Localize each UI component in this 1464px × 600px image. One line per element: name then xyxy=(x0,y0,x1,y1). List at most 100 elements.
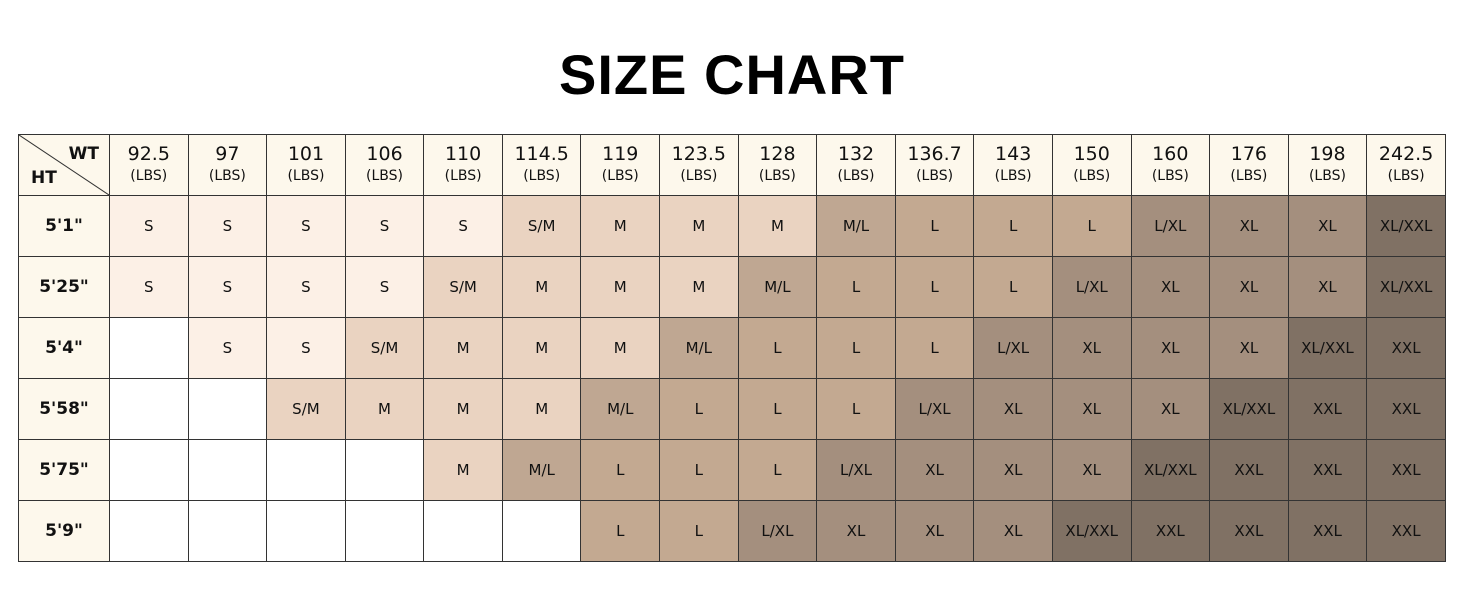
table-row: 5'4" S S S/M M M M M/L L L L L/XL XL XL XL XL/XXL XXL xyxy=(18,317,1446,379)
size-cell: XXL xyxy=(1366,500,1446,562)
size-cell: XL/XXL xyxy=(1209,378,1289,440)
size-cell: XXL xyxy=(1287,439,1368,501)
size-cell: XL xyxy=(1130,256,1211,318)
weight-unit: (LBS) xyxy=(837,168,875,184)
size-cell: S/M xyxy=(501,195,582,257)
size-cell: M/L xyxy=(659,317,739,379)
size-cell xyxy=(266,500,346,562)
size-cell: XL xyxy=(1287,256,1368,318)
size-cell: S xyxy=(266,317,346,379)
size-cell: S xyxy=(266,195,346,257)
size-cell: XL xyxy=(1209,317,1289,379)
weight-unit: (LBS) xyxy=(523,168,561,184)
size-cell: L xyxy=(973,195,1053,257)
weight-unit: (LBS) xyxy=(1230,168,1268,184)
size-cell: M xyxy=(659,195,739,257)
size-cell: S xyxy=(344,256,425,318)
weight-header: 97 (LBS) xyxy=(187,134,268,196)
weight-value: 110 xyxy=(444,143,482,165)
weight-header: 160 (LBS) xyxy=(1130,134,1211,196)
weight-unit: (LBS) xyxy=(1387,168,1425,184)
page-title: SIZE CHART xyxy=(559,43,905,106)
size-cell xyxy=(423,500,503,562)
size-chart-table: WT HT 92.5 (LBS) 97 (LBS) 101 (LBS) 106 (LBS) 11… xyxy=(18,134,1446,562)
size-cell: S/M xyxy=(423,256,503,318)
size-cell xyxy=(501,500,582,562)
height-label: HT xyxy=(31,168,57,188)
weight-unit: (LBS) xyxy=(287,168,325,184)
weight-value: 132 xyxy=(837,143,875,165)
weight-header: 242.5 (LBS) xyxy=(1366,134,1446,196)
weight-header: 198 (LBS) xyxy=(1287,134,1368,196)
size-cell: L xyxy=(816,256,896,318)
weight-value: 160 xyxy=(1152,143,1189,165)
weight-value: 106 xyxy=(366,143,403,165)
size-cell: XL/XXL xyxy=(1130,439,1211,501)
weight-header: 143 (LBS) xyxy=(973,134,1053,196)
size-cell: M xyxy=(423,317,503,379)
size-cell: L xyxy=(659,500,739,562)
size-cell xyxy=(187,439,268,501)
weight-unit: (LBS) xyxy=(758,168,796,184)
weight-value: 114.5 xyxy=(514,143,569,165)
height-cell: 5'25" xyxy=(18,256,110,318)
size-cell: M/L xyxy=(816,195,896,257)
size-cell: L xyxy=(816,378,896,440)
height-cell: 5'9" xyxy=(18,500,110,562)
size-cell xyxy=(109,317,189,379)
size-cell: XL xyxy=(973,439,1053,501)
size-cell: L xyxy=(894,256,975,318)
size-cell: M xyxy=(580,195,661,257)
weight-header: 101 (LBS) xyxy=(266,134,346,196)
table-row: 5'75" M M/L L L L L/XL XL XL XL XL/XXL XXL XXL XXL xyxy=(18,439,1446,501)
size-cell xyxy=(187,378,268,440)
size-cell: XXL xyxy=(1287,500,1368,562)
size-cell: XL xyxy=(894,500,975,562)
size-cell: S/M xyxy=(344,317,425,379)
size-cell: S xyxy=(187,317,268,379)
weight-value: 242.5 xyxy=(1378,143,1434,165)
weight-header: 150 (LBS) xyxy=(1051,134,1132,196)
weight-header: 132 (LBS) xyxy=(816,134,896,196)
size-cell xyxy=(266,439,346,501)
size-cell: L xyxy=(580,500,661,562)
size-cell: XXL xyxy=(1366,378,1446,440)
size-cell: XL xyxy=(1209,256,1289,318)
size-cell: XXL xyxy=(1366,439,1446,501)
weight-unit: (LBS) xyxy=(208,168,246,184)
size-cell: XL/XXL xyxy=(1287,317,1368,379)
size-cell: S xyxy=(423,195,503,257)
size-cell: XL xyxy=(973,378,1053,440)
size-cell: L/XL xyxy=(816,439,896,501)
size-cell: M xyxy=(501,256,582,318)
size-cell xyxy=(109,500,189,562)
size-cell: XXL xyxy=(1366,317,1446,379)
weight-unit: (LBS) xyxy=(601,168,639,184)
weight-unit: (LBS) xyxy=(1073,168,1111,184)
weight-value: 97 xyxy=(215,143,240,165)
weight-value: 128 xyxy=(759,143,796,165)
weight-unit: (LBS) xyxy=(680,168,718,184)
weight-value: 92.5 xyxy=(127,143,170,165)
size-cell: L xyxy=(816,317,896,379)
table-row: 5'9" L L L/XL XL XL XL XL/XXL XXL XXL XXL XXL xyxy=(18,500,1446,562)
size-cell: L xyxy=(659,439,739,501)
weight-unit: (LBS) xyxy=(1151,168,1189,184)
size-cell: S xyxy=(187,195,268,257)
weight-header: 136.7 (LBS) xyxy=(894,134,975,196)
size-cell: L/XL xyxy=(1130,195,1211,257)
table-row: 5'1" S S S S S S/M M M M M/L L L L L/XL XL XL XL/XXL xyxy=(18,195,1446,257)
size-cell: L xyxy=(737,317,818,379)
size-cell: S xyxy=(109,256,189,318)
size-cell: L xyxy=(894,317,975,379)
weight-header: 92.5 (LBS) xyxy=(109,134,189,196)
size-cell: XL xyxy=(1051,317,1132,379)
diagonal-divider xyxy=(19,135,109,195)
table-row: 5'25" S S S S S/M M M M M/L L L L L/XL XL XL XL XL/XXL xyxy=(18,256,1446,318)
size-cell: L xyxy=(737,378,818,440)
height-cell: 5'58" xyxy=(18,378,110,440)
size-cell: L xyxy=(973,256,1053,318)
size-cell xyxy=(187,500,268,562)
size-cell: XL/XXL xyxy=(1051,500,1132,562)
size-cell: L/XL xyxy=(894,378,975,440)
